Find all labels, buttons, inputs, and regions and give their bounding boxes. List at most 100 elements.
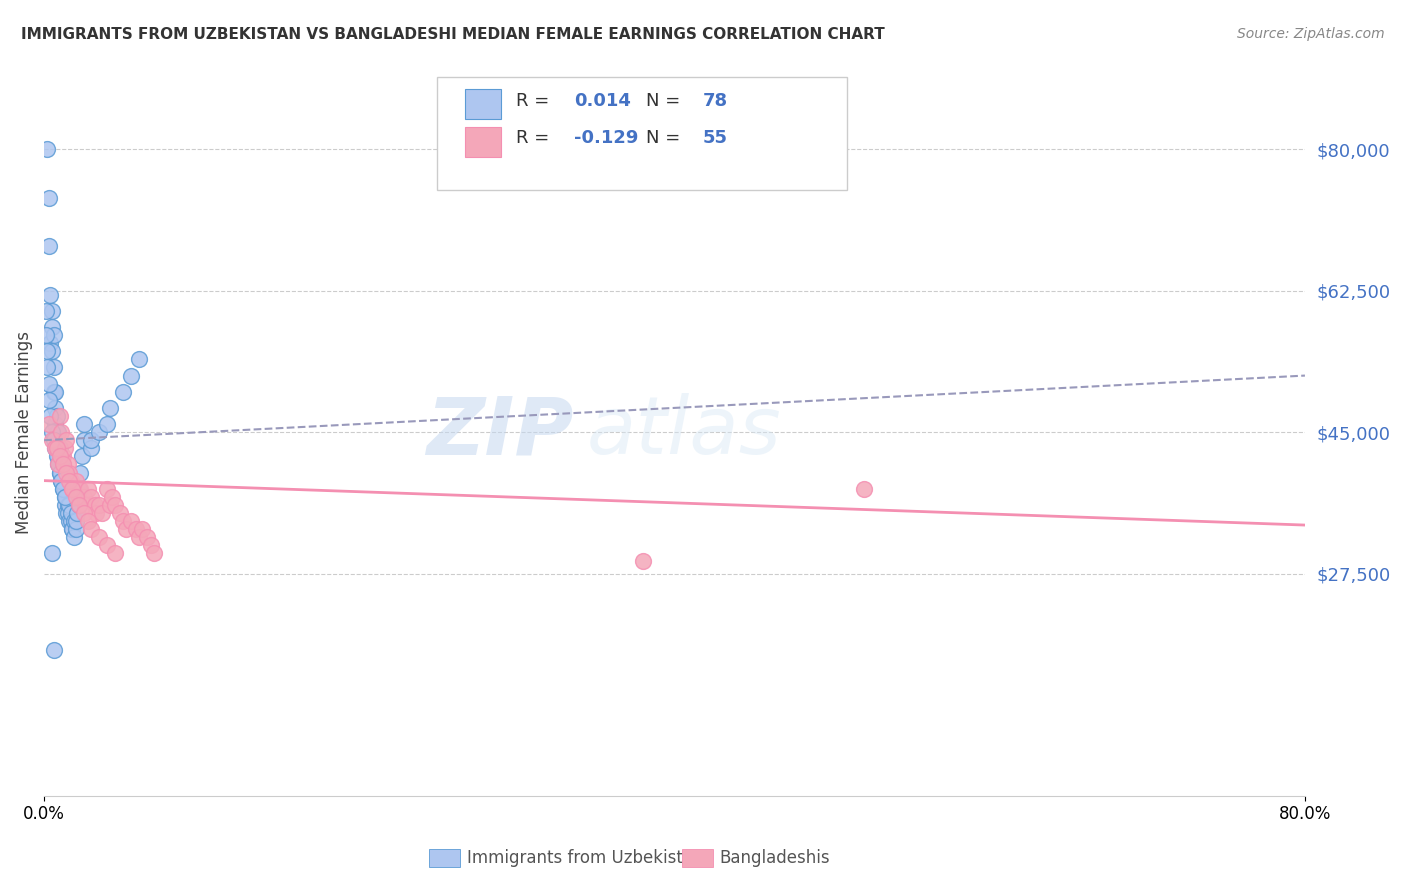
Point	[128, 352, 150, 367]
Point	[53, 498, 76, 512]
Point	[46, 442, 69, 456]
Point	[39, 409, 62, 423]
Point	[111, 384, 134, 399]
Point	[58, 498, 80, 512]
Point	[37, 344, 59, 359]
Point	[51, 466, 73, 480]
Point	[56, 506, 79, 520]
Point	[80, 490, 103, 504]
Text: ZIP: ZIP	[426, 393, 574, 471]
Point	[41, 546, 63, 560]
Point	[62, 482, 84, 496]
Point	[135, 530, 157, 544]
Point	[45, 425, 67, 439]
Point	[96, 482, 118, 496]
Point	[65, 474, 87, 488]
Point	[49, 442, 72, 456]
Point	[41, 320, 63, 334]
Text: N =: N =	[645, 92, 686, 110]
Text: Immigrants from Uzbekistan: Immigrants from Uzbekistan	[467, 849, 703, 867]
Point	[631, 554, 654, 568]
Point	[124, 522, 146, 536]
Text: R =: R =	[516, 92, 554, 110]
Point	[63, 530, 86, 544]
Point	[96, 417, 118, 431]
Point	[65, 514, 87, 528]
Point	[62, 522, 84, 536]
Point	[108, 506, 131, 520]
Point	[67, 490, 90, 504]
Y-axis label: Median Female Earnings: Median Female Earnings	[15, 331, 32, 533]
Point	[44, 384, 66, 399]
Point	[80, 434, 103, 448]
Point	[55, 434, 77, 448]
Point	[72, 417, 94, 431]
Text: 78: 78	[702, 92, 727, 110]
Point	[46, 458, 69, 472]
Point	[52, 482, 75, 496]
Point	[62, 522, 84, 536]
Point	[59, 514, 82, 528]
Point	[51, 474, 73, 488]
Point	[58, 474, 80, 488]
Point	[72, 506, 94, 520]
Point	[34, 328, 56, 343]
Point	[49, 409, 72, 423]
Point	[141, 538, 163, 552]
Point	[38, 376, 60, 391]
Point	[53, 490, 76, 504]
FancyBboxPatch shape	[465, 127, 501, 157]
Point	[38, 191, 60, 205]
Point	[55, 506, 77, 520]
Point	[41, 434, 63, 448]
Point	[120, 514, 142, 528]
Point	[51, 474, 73, 488]
Point	[67, 482, 90, 496]
Point	[143, 546, 166, 560]
Point	[98, 401, 121, 415]
Point	[128, 530, 150, 544]
Point	[51, 458, 73, 472]
Point	[53, 490, 76, 504]
Point	[39, 287, 62, 301]
Point	[75, 498, 97, 512]
Point	[98, 498, 121, 512]
Point	[46, 450, 69, 464]
Point	[96, 538, 118, 552]
Point	[38, 392, 60, 407]
Point	[42, 434, 65, 448]
Point	[84, 506, 107, 520]
Point	[37, 142, 59, 156]
Point	[89, 498, 111, 512]
Text: IMMIGRANTS FROM UZBEKISTAN VS BANGLADESHI MEDIAN FEMALE EARNINGS CORRELATION CHA: IMMIGRANTS FROM UZBEKISTAN VS BANGLADESH…	[21, 27, 884, 42]
Point	[49, 466, 72, 480]
Point	[41, 425, 63, 439]
Point	[49, 450, 72, 464]
Point	[52, 474, 75, 488]
Point	[111, 514, 134, 528]
Point	[59, 506, 82, 520]
FancyBboxPatch shape	[465, 89, 501, 120]
Point	[67, 498, 90, 512]
Point	[45, 442, 67, 456]
Point	[55, 490, 77, 504]
Point	[41, 304, 63, 318]
Point	[852, 482, 875, 496]
Point	[39, 336, 62, 351]
Point	[53, 482, 76, 496]
Point	[115, 522, 138, 536]
Point	[45, 450, 67, 464]
Point	[44, 442, 66, 456]
Point	[49, 466, 72, 480]
Point	[42, 384, 65, 399]
Point	[80, 522, 103, 536]
Point	[72, 490, 94, 504]
Point	[46, 425, 69, 439]
Point	[45, 434, 67, 448]
FancyBboxPatch shape	[437, 78, 848, 190]
Point	[38, 239, 60, 253]
Point	[83, 498, 105, 512]
Point	[58, 514, 80, 528]
Point	[58, 466, 80, 480]
Point	[66, 506, 89, 520]
